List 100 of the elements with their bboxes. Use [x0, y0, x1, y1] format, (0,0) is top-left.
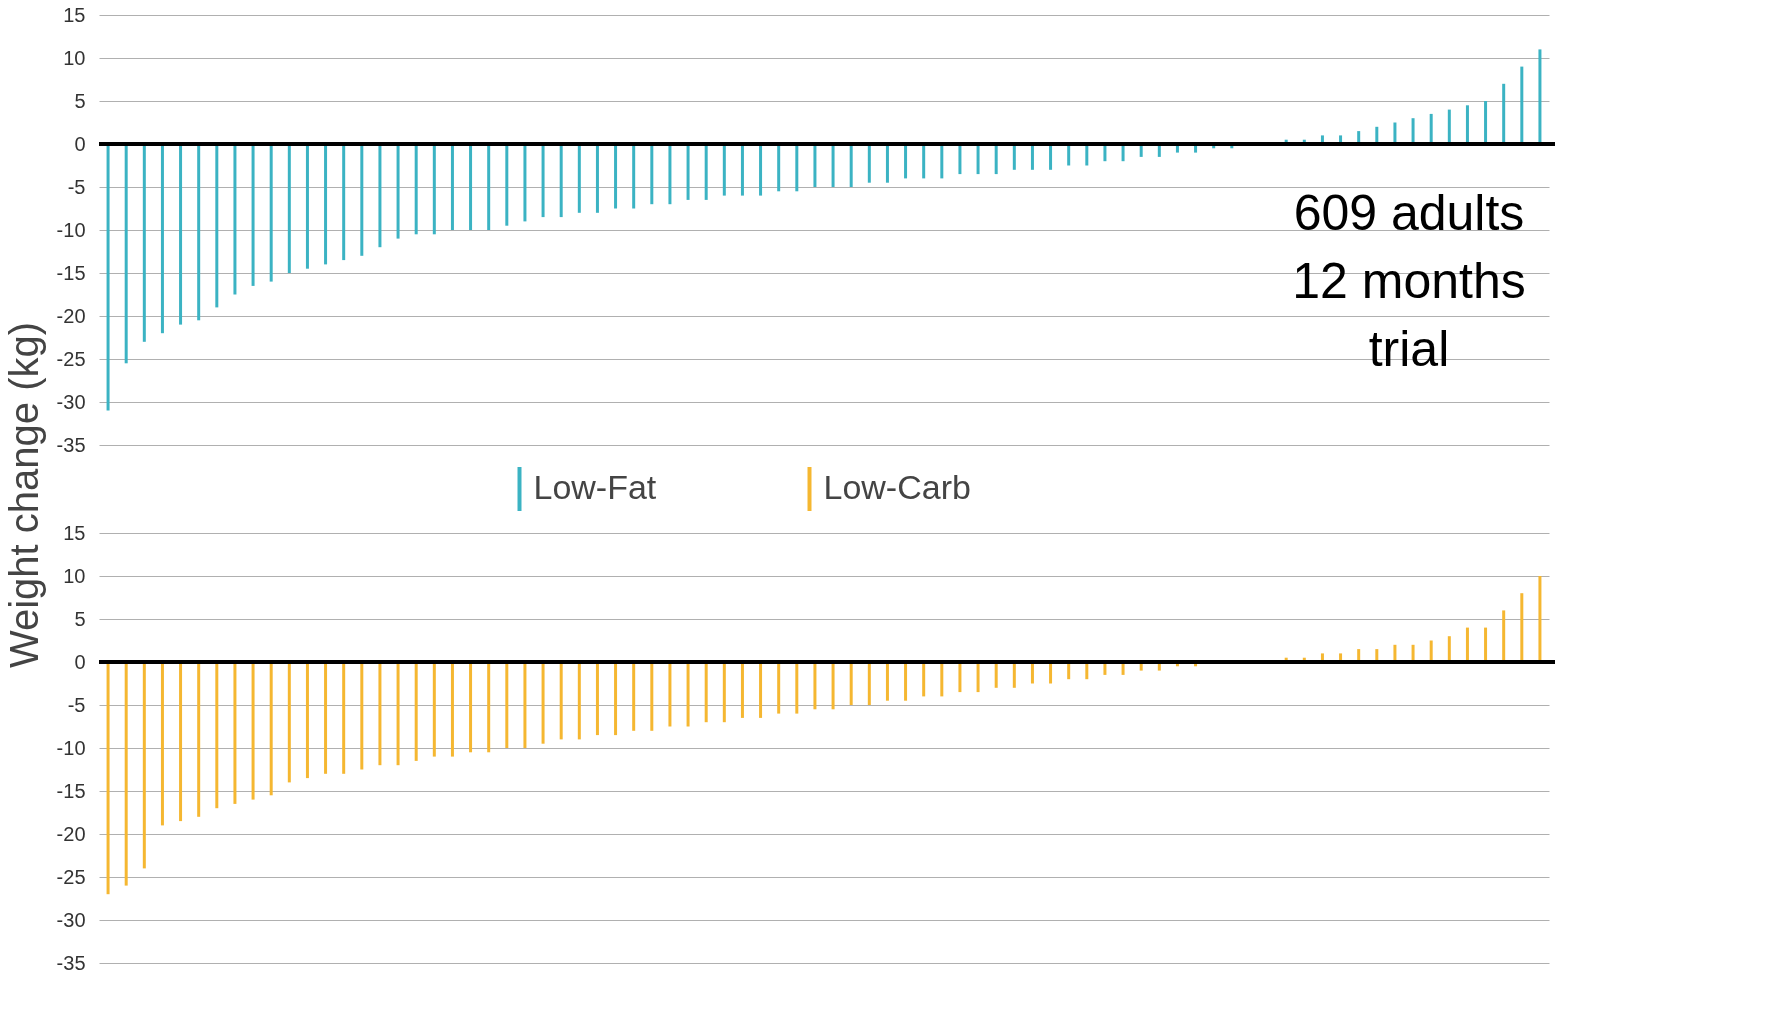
y-tick-label: 0: [74, 650, 86, 673]
bar: [106, 144, 110, 411]
y-tick-label: -15: [56, 261, 86, 284]
bar: [849, 662, 853, 705]
bar: [1030, 144, 1034, 170]
bar: [740, 144, 744, 196]
bar: [414, 144, 418, 235]
y-tick-label: -5: [67, 693, 86, 716]
bar: [595, 662, 599, 736]
bar: [813, 662, 817, 710]
bar: [251, 144, 255, 286]
bar: [378, 662, 382, 766]
bar: [1538, 49, 1542, 144]
bar: [831, 144, 835, 187]
bar: [614, 144, 618, 209]
bar: [650, 144, 654, 205]
bar: [632, 144, 636, 209]
bar: [704, 144, 708, 200]
bar: [342, 662, 346, 774]
bar: [777, 144, 781, 192]
bar: [487, 662, 491, 753]
bar: [142, 662, 146, 869]
bar: [722, 662, 726, 723]
y-tick-label: 10: [63, 46, 86, 69]
bar: [523, 662, 527, 748]
bar: [523, 144, 527, 222]
bar: [450, 144, 454, 230]
bar: [505, 662, 509, 748]
annotation: 609 adults 12 months trial: [1292, 185, 1526, 377]
bar: [233, 144, 237, 295]
bar: [577, 144, 581, 213]
bar: [958, 662, 962, 693]
bar: [777, 662, 781, 714]
bar: [559, 662, 563, 740]
bar: [160, 662, 164, 826]
legend-label: Low-Carb: [823, 468, 971, 506]
bar: [124, 144, 128, 364]
bar: [885, 144, 889, 183]
bar: [305, 144, 309, 269]
bar: [505, 144, 509, 226]
bar: [1085, 144, 1089, 166]
bar: [759, 144, 763, 196]
bar: [1502, 83, 1506, 144]
y-tick-label: 5: [74, 607, 86, 630]
bar: [958, 144, 962, 175]
bar: [160, 144, 164, 334]
bar: [722, 144, 726, 196]
bar: [614, 662, 618, 736]
y-tick-label: -25: [56, 865, 86, 888]
bar: [885, 662, 889, 701]
y-tick-label: -35: [56, 433, 86, 456]
bar: [324, 662, 328, 774]
y-tick-label: -20: [56, 304, 86, 327]
bar: [197, 144, 201, 321]
bar: [269, 662, 273, 796]
bar: [541, 144, 545, 218]
bar: [1429, 113, 1433, 144]
bar: [813, 144, 817, 187]
bar: [251, 662, 255, 800]
y-tick-label: -10: [56, 736, 86, 759]
bar: [795, 662, 799, 714]
bar: [976, 662, 980, 693]
bar: [1502, 610, 1506, 662]
bar: [287, 662, 291, 783]
bar: [595, 144, 599, 213]
y-tick-label: -35: [56, 951, 86, 974]
bar: [1447, 636, 1451, 662]
bar: [324, 144, 328, 265]
bar: [922, 144, 926, 179]
bar: [541, 662, 545, 744]
bar: [1484, 101, 1488, 144]
bar: [668, 144, 672, 205]
y-tick-label: -20: [56, 822, 86, 845]
bar: [1049, 144, 1053, 170]
bar: [360, 662, 364, 770]
bar: [487, 144, 491, 230]
bar: [469, 662, 473, 753]
bar: [1520, 66, 1524, 144]
bar: [215, 662, 219, 809]
bar: [360, 144, 364, 256]
bar: [668, 662, 672, 727]
bar: [1465, 627, 1469, 662]
bar: [1067, 144, 1071, 166]
y-tick-label: -10: [56, 218, 86, 241]
y-tick-label: -30: [56, 390, 86, 413]
y-tick-label: 15: [63, 3, 86, 26]
bar: [1030, 662, 1034, 684]
bar: [378, 144, 382, 248]
bar: [287, 144, 291, 273]
bar: [795, 144, 799, 192]
bar: [1049, 662, 1053, 684]
bar: [124, 662, 128, 886]
y-tick-label: 0: [74, 132, 86, 155]
bar: [704, 662, 708, 723]
bar: [215, 144, 219, 308]
bar: [179, 662, 183, 822]
y-tick-label: 5: [74, 89, 86, 112]
bar: [1012, 144, 1016, 170]
y-axis-title: Weight change (kg): [2, 321, 46, 669]
bar: [994, 144, 998, 175]
